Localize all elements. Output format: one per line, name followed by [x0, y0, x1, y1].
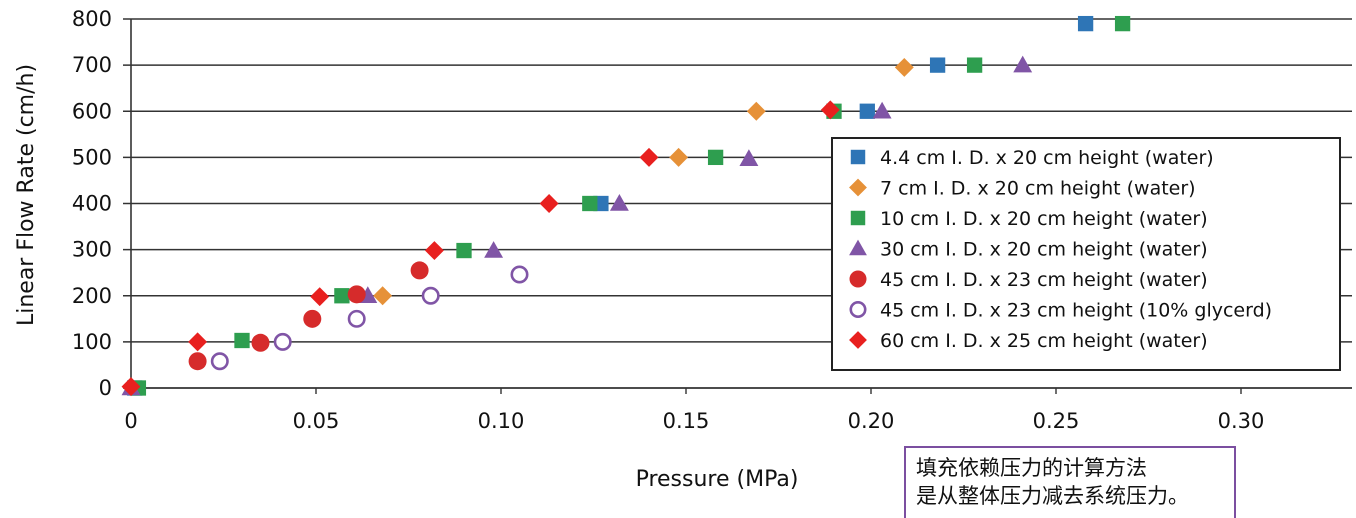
- data-point: [739, 149, 759, 166]
- data-point: [539, 194, 559, 213]
- note-line-2: 是从整体压力减去系统压力。: [916, 484, 1189, 508]
- x-tick-label: 0: [124, 409, 137, 433]
- data-point: [347, 309, 366, 328]
- data-point: [373, 286, 393, 306]
- data-point: [484, 241, 504, 258]
- data-point: [707, 149, 724, 166]
- y-tick-label: 700: [72, 53, 112, 77]
- legend-marker: [849, 300, 867, 318]
- x-tick-label: 0.10: [478, 409, 525, 433]
- x-tick-label: 0.20: [848, 409, 895, 433]
- y-tick-label: 200: [72, 284, 112, 308]
- y-tick-label: 100: [72, 330, 112, 354]
- data-point: [424, 241, 444, 260]
- legend: 4.4 cm I. D. x 20 cm height (water) 7 cm…: [831, 137, 1341, 371]
- data-point: [347, 285, 366, 304]
- data-point: [929, 57, 946, 73]
- data-point: [421, 286, 440, 305]
- data-point: [188, 352, 207, 371]
- x-axis-title: Pressure (MPa): [636, 467, 799, 492]
- data-point: [303, 309, 322, 328]
- data-point: [210, 352, 229, 371]
- x-tick-label: 0.30: [1218, 409, 1265, 433]
- legend-box: [831, 137, 1341, 371]
- legend-marker: [849, 270, 867, 288]
- data-point: [820, 100, 840, 120]
- series-5: [188, 261, 429, 371]
- legend-marker: [849, 331, 867, 349]
- note-line-1: 填充依赖压力的计算方法: [916, 456, 1147, 480]
- x-tick-label: 0.15: [663, 409, 710, 433]
- data-point: [410, 261, 429, 280]
- legend-marker: [849, 239, 867, 256]
- y-tick-labels: 0 100 200 300 400 500 600 700 800: [72, 7, 112, 400]
- data-point: [669, 147, 689, 167]
- y-tick-label: 0: [99, 376, 112, 400]
- legend-marker: [850, 210, 866, 226]
- data-point: [334, 288, 350, 304]
- legend-label: 45 cm I. D. x 23 cm height (10% glycerd): [880, 300, 1272, 322]
- data-point: [1077, 15, 1094, 32]
- data-point: [1114, 15, 1131, 32]
- data-point: [273, 332, 292, 351]
- data-point: [966, 57, 983, 73]
- x-tick-labels: 0 0.05 0.10 0.15 0.20 0.25 0.30: [124, 388, 1264, 433]
- data-point: [639, 147, 659, 167]
- data-point: [859, 103, 875, 119]
- y-axis-title: Linear Flow Rate (cm/h): [14, 64, 39, 326]
- y-tick-label: 500: [72, 145, 112, 169]
- legend-label: 60 cm I. D. x 25 cm height (water): [880, 330, 1208, 352]
- data-point: [310, 287, 330, 307]
- data-point: [251, 333, 270, 352]
- data-point: [1013, 55, 1033, 73]
- data-point: [188, 332, 208, 352]
- data-point: [234, 332, 250, 349]
- series-2: [373, 57, 914, 306]
- series-6: [210, 265, 529, 371]
- y-tick-label: 600: [72, 99, 112, 123]
- data-point: [894, 57, 914, 77]
- legend-label: 4.4 cm I. D. x 20 cm height (water): [880, 147, 1214, 169]
- data-point: [582, 195, 598, 212]
- y-tick-label: 400: [72, 192, 112, 216]
- data-point: [609, 194, 629, 211]
- data-point: [872, 101, 892, 119]
- data-point: [510, 265, 529, 284]
- data-points: [121, 15, 1131, 397]
- data-point: [121, 377, 141, 397]
- y-tick-label: 300: [72, 238, 112, 262]
- legend-marker: [849, 178, 867, 197]
- legend-label: 7 cm I. D. x 20 cm height (water): [880, 178, 1196, 200]
- series-7: [121, 100, 840, 397]
- data-point: [746, 101, 766, 121]
- data-point: [456, 242, 472, 259]
- note-box: 填充依赖压力的计算方法 是从整体压力减去系统压力。: [904, 446, 1236, 518]
- x-tick-label: 0.05: [293, 409, 340, 433]
- legend-marker: [850, 149, 866, 165]
- legend-label: 10 cm I. D. x 20 cm height (water): [880, 208, 1208, 230]
- legend-label: 30 cm I. D. x 20 cm height (water): [880, 239, 1208, 261]
- x-tick-label: 0.25: [1033, 409, 1080, 433]
- legend-label: 45 cm I. D. x 23 cm height (water): [880, 269, 1208, 291]
- y-tick-label: 800: [72, 7, 112, 31]
